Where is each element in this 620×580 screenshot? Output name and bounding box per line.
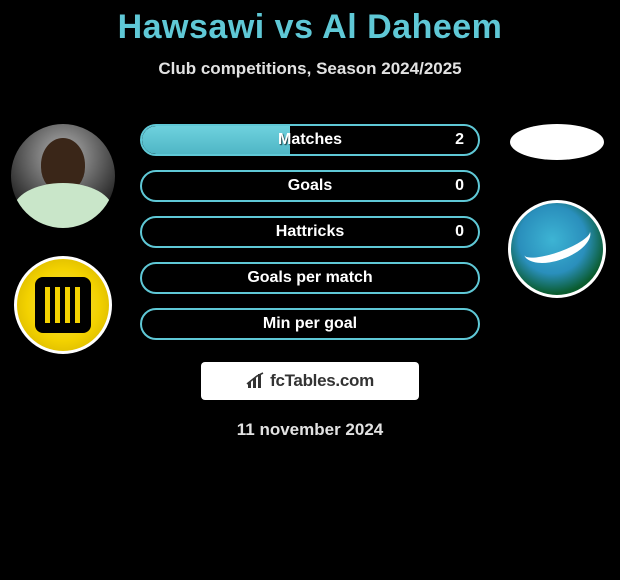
brand-name: fcTables.com — [270, 371, 374, 391]
right-player-photo-placeholder — [510, 124, 604, 160]
stat-label: Matches — [278, 131, 342, 149]
stat-label: Goals — [288, 177, 332, 195]
brand-logo-box: fcTables.com — [201, 362, 419, 400]
stat-value: 2 — [455, 131, 464, 149]
right-club-badge — [508, 200, 606, 298]
stat-label: Hattricks — [276, 223, 344, 241]
chart-icon — [246, 372, 266, 390]
stat-label: Goals per match — [247, 269, 372, 287]
badge-stripes — [45, 287, 81, 323]
stat-row-min-per-goal: Min per goal — [140, 308, 480, 340]
stat-row-goals: Goals 0 — [140, 170, 480, 202]
right-player-column — [502, 124, 612, 298]
stats-bar-group: Matches 2 Goals 0 Hattricks 0 Goals per … — [140, 124, 480, 440]
stat-row-goals-per-match: Goals per match — [140, 262, 480, 294]
stat-row-matches: Matches 2 — [140, 124, 480, 156]
left-player-photo — [11, 124, 115, 228]
page-title: Hawsawi vs Al Daheem — [0, 0, 620, 47]
left-player-column — [8, 124, 118, 354]
stat-fill — [142, 126, 290, 154]
avatar-torso — [13, 183, 113, 228]
stat-label: Min per goal — [263, 315, 357, 333]
page-subtitle: Club competitions, Season 2024/2025 — [0, 59, 620, 79]
stat-value: 0 — [455, 223, 464, 241]
stat-row-hattricks: Hattricks 0 — [140, 216, 480, 248]
badge-swoosh — [518, 216, 595, 272]
infographic-date: 11 november 2024 — [140, 420, 480, 440]
left-club-badge — [14, 256, 112, 354]
stat-value: 0 — [455, 177, 464, 195]
